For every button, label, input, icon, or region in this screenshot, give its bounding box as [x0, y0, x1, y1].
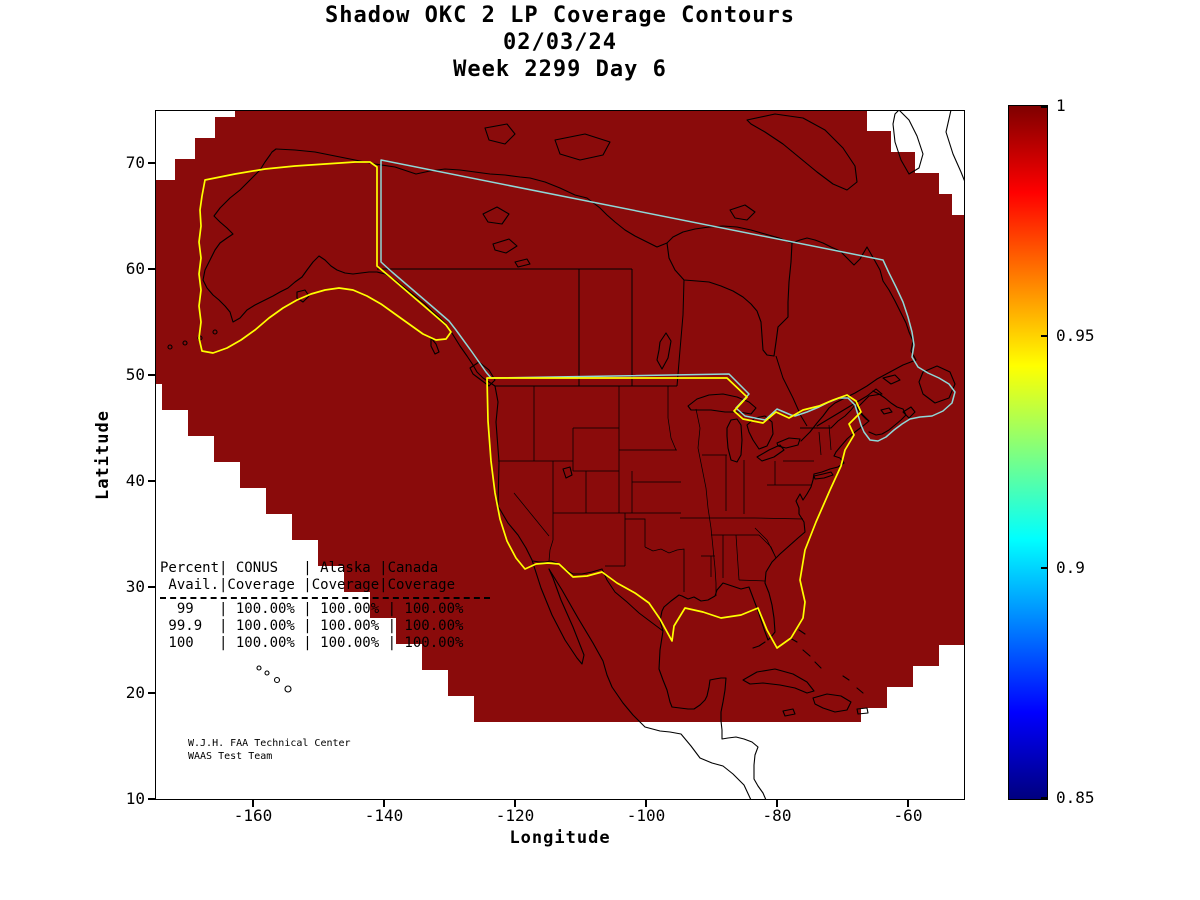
x-tick-mark — [383, 800, 385, 807]
credit-line-1: W.J.H. FAA Technical Center — [188, 738, 351, 749]
x-tick-label: -160 — [233, 806, 273, 825]
title-line-3: Week 2299 Day 6 — [453, 57, 667, 82]
y-tick-mark — [148, 268, 155, 270]
title-line-2: 02/03/24 — [503, 30, 617, 55]
canada-boundary — [380, 159, 956, 442]
table-header-2: Avail.|Coverage |Coverage|Coverage — [160, 577, 456, 593]
colorbar-tick-mark — [1041, 567, 1047, 569]
y-tick-label: 20 — [125, 683, 145, 702]
colorbar-tick-label: 0.95 — [1056, 326, 1095, 345]
colorbar-tick-mark — [1041, 106, 1047, 108]
coverage-map-svg — [155, 110, 965, 800]
conus-boundary — [486, 377, 862, 649]
islands-and-lakes — [167, 110, 965, 717]
x-tick-mark — [514, 800, 516, 807]
table-header-1: Percent| CONUS | Alaska |Canada — [160, 560, 439, 576]
colorbar-tick-label: 1 — [1056, 96, 1066, 115]
y-tick-mark — [148, 480, 155, 482]
y-tick-mark — [148, 798, 155, 800]
y-tick-mark — [148, 162, 155, 164]
coverage-table: Percent| CONUS | Alaska |Canada Avail.|C… — [160, 560, 490, 652]
x-tick-mark — [252, 800, 254, 807]
x-tick-label: -120 — [495, 806, 535, 825]
alaska-boundary — [198, 161, 452, 354]
x-tick-label: -140 — [364, 806, 404, 825]
y-tick-label: 60 — [125, 259, 145, 278]
state-borders — [498, 386, 832, 596]
x-tick-label: -80 — [762, 806, 792, 825]
coverage-region — [155, 110, 965, 722]
x-tick-mark — [645, 800, 647, 807]
table-row: 99.9 | 100.00% | 100.00% | 100.00% — [160, 618, 464, 634]
chart-title: Shadow OKC 2 LP Coverage Contours 02/03/… — [155, 2, 965, 83]
colorbar-tick-label: 0.85 — [1056, 788, 1095, 807]
y-tick-mark — [148, 692, 155, 694]
plot-frame — [155, 110, 965, 800]
table-row: 100 | 100.00% | 100.00% | 100.00% — [160, 635, 464, 651]
colorbar — [1008, 105, 1048, 800]
x-tick-label: -100 — [626, 806, 666, 825]
x-tick-mark — [776, 800, 778, 807]
colorbar-tick-mark — [1041, 335, 1047, 337]
title-line-1: Shadow OKC 2 LP Coverage Contours — [324, 3, 796, 28]
table-row: 99 | 100.00% | 100.00% | 100.00% — [160, 601, 464, 617]
y-tick-label: 30 — [125, 577, 145, 596]
colorbar-tick-mark — [1041, 797, 1047, 799]
y-tick-mark — [148, 586, 155, 588]
colorbar-tick-label: 0.9 — [1056, 558, 1085, 577]
y-tick-label: 40 — [125, 471, 145, 490]
x-tick-mark — [907, 800, 909, 807]
y-tick-label: 50 — [125, 365, 145, 384]
y-tick-label: 70 — [125, 153, 145, 172]
x-axis-label: Longitude — [509, 828, 611, 848]
map-plot: Percent| CONUS | Alaska |Canada Avail.|C… — [155, 110, 965, 800]
credit-line-2: WAAS Test Team — [188, 751, 273, 762]
credit-text: W.J.H. FAA Technical Center WAAS Test Te… — [188, 737, 351, 763]
table-separator — [160, 597, 490, 599]
x-tick-label: -60 — [893, 806, 923, 825]
y-tick-label: 10 — [125, 789, 145, 808]
y-tick-mark — [148, 374, 155, 376]
